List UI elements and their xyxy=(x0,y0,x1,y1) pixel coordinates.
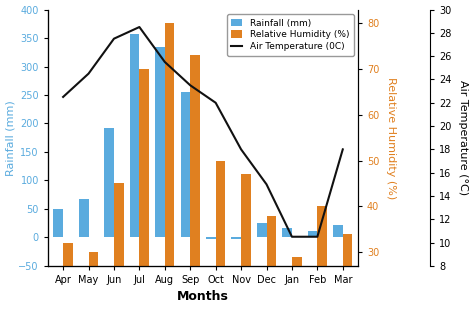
Bar xyxy=(318,206,327,309)
Bar xyxy=(114,184,124,309)
Bar xyxy=(292,257,301,309)
Bar xyxy=(79,199,89,237)
Bar xyxy=(54,209,63,237)
Bar xyxy=(216,161,225,309)
Y-axis label: Air Temperature (°C): Air Temperature (°C) xyxy=(458,80,468,195)
Bar xyxy=(282,228,292,237)
Bar xyxy=(89,252,98,309)
Y-axis label: Rainfall (mm): Rainfall (mm) xyxy=(6,100,16,176)
Bar xyxy=(206,237,216,239)
Bar xyxy=(63,243,73,309)
Bar xyxy=(343,234,353,309)
Bar xyxy=(190,55,200,309)
Bar xyxy=(130,34,139,237)
Bar xyxy=(231,237,241,239)
Bar xyxy=(155,47,165,237)
Bar xyxy=(333,225,343,237)
Bar xyxy=(165,23,174,309)
Bar xyxy=(308,231,318,237)
Legend: Rainfall (mm), Relative Humidity (%), Air Temperature (0C): Rainfall (mm), Relative Humidity (%), Ai… xyxy=(227,14,354,56)
Bar xyxy=(104,128,114,237)
Bar xyxy=(139,69,149,309)
Bar xyxy=(266,215,276,309)
Bar xyxy=(241,174,251,309)
X-axis label: Months: Months xyxy=(177,290,229,303)
Bar xyxy=(257,222,266,237)
Bar xyxy=(181,92,190,237)
Y-axis label: Relative Humidity (%): Relative Humidity (%) xyxy=(386,77,396,199)
